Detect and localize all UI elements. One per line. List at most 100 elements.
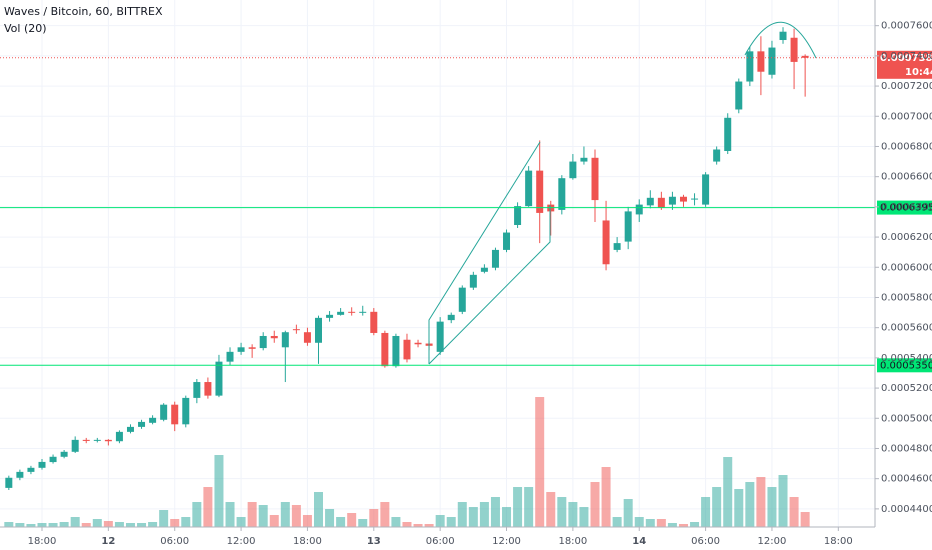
volume-bar [546, 492, 556, 527]
volume-bar [225, 502, 235, 527]
candle-body [359, 311, 367, 313]
volume-bar [402, 522, 412, 527]
volume-bar [192, 502, 202, 527]
volume-bar [92, 519, 102, 527]
volume-bar [413, 524, 423, 527]
volume-bar [734, 489, 744, 527]
candle-body [447, 314, 455, 321]
volume-bar [568, 502, 578, 527]
candle-body [458, 287, 466, 312]
volume-bar [479, 502, 489, 527]
volume-bar [656, 519, 666, 527]
x-tick-label: 12:00 [492, 536, 521, 547]
candle-body [469, 274, 477, 288]
candle-body [790, 37, 798, 62]
volume-bar [170, 519, 180, 527]
candle-body [679, 196, 687, 202]
x-tick-label: 06:00 [691, 536, 720, 547]
volume-bar [435, 515, 445, 527]
candle-body [138, 421, 146, 427]
candle-body [381, 332, 389, 367]
volume-bar [590, 482, 600, 527]
volume-bar [280, 502, 290, 527]
candle-body [270, 335, 278, 339]
price-label-box [877, 200, 932, 215]
volume-bar [258, 505, 268, 527]
candle-body [757, 51, 765, 72]
overlays: 0.00063952 0.00053508 0.00073872 10:44 [0, 50, 932, 373]
volume-bar [667, 523, 677, 527]
y-tick-label: 0.00076000 [881, 21, 932, 32]
candle-body [735, 81, 743, 110]
volume-bar [302, 515, 312, 527]
volume-bar [137, 523, 147, 527]
candle-body [171, 404, 179, 425]
candle-body [126, 426, 134, 432]
volume-bar [247, 502, 257, 527]
candle-body [315, 317, 322, 343]
volume-bar [114, 522, 124, 527]
volume-bar [457, 502, 467, 527]
x-tick-label: 06:00 [426, 536, 455, 547]
candle-body [27, 467, 35, 472]
candle-body [801, 55, 809, 58]
volume-bar [690, 522, 700, 527]
volume-bar [26, 524, 36, 527]
price-label: 0.00063952 [880, 203, 932, 214]
volume-bar [236, 517, 246, 527]
candle-body [60, 451, 68, 457]
volume-bar [756, 477, 766, 527]
volume-bar [579, 507, 589, 527]
candle-body [259, 335, 267, 349]
volume-bar [490, 497, 500, 527]
volume-bar [181, 517, 191, 527]
volume-pane [4, 397, 810, 527]
candle-body [237, 347, 245, 352]
candle-body [779, 31, 787, 41]
candle-body [525, 170, 533, 207]
candle-body [326, 314, 334, 318]
candle-body [702, 174, 710, 205]
countdown-label: 10:44 [905, 67, 932, 78]
candle-body [204, 382, 212, 396]
volume-bar [468, 507, 478, 527]
volume-bar [601, 467, 611, 527]
x-tick-label: 18:00 [558, 536, 587, 547]
candle-body [248, 347, 256, 349]
candle-body [491, 249, 499, 268]
candle-body [503, 232, 511, 250]
candle-body [668, 196, 676, 205]
candle-body [392, 335, 400, 367]
volume-bar [767, 487, 777, 527]
volume-bar [778, 475, 788, 527]
candle-body [215, 361, 223, 396]
volume-bar [214, 455, 224, 527]
volume-bar [502, 507, 512, 527]
volume-bar [446, 517, 456, 527]
candle-body [38, 461, 46, 468]
candle-body [436, 321, 444, 352]
drawings [428, 21, 817, 365]
candle-body [480, 267, 488, 272]
candle-body [514, 206, 522, 225]
candle-body [768, 47, 776, 75]
candle-body [613, 243, 621, 250]
candle-body [569, 161, 577, 179]
volume-bar [48, 523, 58, 527]
volume-bar [291, 505, 301, 527]
last-price-box [877, 50, 932, 79]
candle-body [635, 204, 643, 215]
candle-body [5, 477, 13, 488]
candle-body [591, 157, 599, 201]
